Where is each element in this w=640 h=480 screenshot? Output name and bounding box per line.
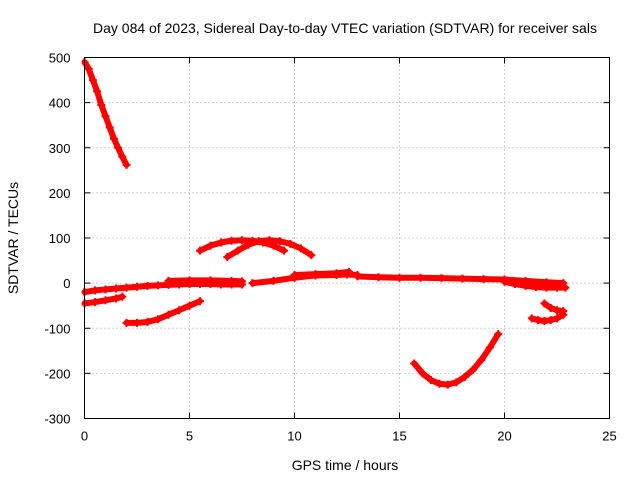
series-arc-14 xyxy=(540,299,568,316)
data-point xyxy=(118,292,127,301)
data-point xyxy=(561,283,570,292)
y-tick-label: 0 xyxy=(63,276,70,291)
x-tick-label: 15 xyxy=(392,429,406,444)
y-axis-label: SDTVAR / TECUs xyxy=(5,182,21,294)
x-tick-label: 5 xyxy=(186,429,193,444)
y-tick-label: 400 xyxy=(49,96,71,111)
series-arc-1 xyxy=(81,58,131,169)
series-arc-9 xyxy=(290,267,354,280)
data-point xyxy=(122,160,131,169)
data-point xyxy=(307,251,316,260)
grid-lines xyxy=(84,57,610,419)
y-tick-label: 100 xyxy=(49,231,71,246)
series-arc-11 xyxy=(410,330,503,389)
chart-title: Day 084 of 2023, Sidereal Day-to-day VTE… xyxy=(93,20,597,36)
data-point xyxy=(238,277,246,286)
y-tick-label: -300 xyxy=(44,412,70,427)
data-trace-segment xyxy=(297,245,315,259)
data-points xyxy=(81,58,570,389)
x-tick-label: 25 xyxy=(602,429,616,444)
data-point xyxy=(345,267,354,276)
y-tick-label: -200 xyxy=(44,366,70,381)
series-arc-5 xyxy=(164,276,246,286)
series-arc-12 xyxy=(500,277,570,292)
series-arc-4 xyxy=(122,297,204,327)
plot-frame xyxy=(84,57,610,419)
axis-ticks: 0 5 10 15 20 25 -300 -200 -100 0 100 200 300 400 500 xyxy=(44,51,616,444)
x-axis-label: GPS time / hours xyxy=(292,457,399,473)
series-arc-7 xyxy=(223,236,316,261)
data-point xyxy=(494,330,503,339)
x-tick-label: 0 xyxy=(81,429,88,444)
data-point xyxy=(196,297,204,306)
series-arc-13 xyxy=(527,310,568,326)
y-tick-label: 300 xyxy=(49,141,71,156)
y-tick-label: 200 xyxy=(49,186,71,201)
series-arc-3 xyxy=(81,292,127,308)
data-point xyxy=(559,307,568,316)
x-tick-label: 20 xyxy=(497,429,511,444)
y-tick-label: -100 xyxy=(44,321,70,336)
data-point xyxy=(280,246,288,255)
y-tick-label: 500 xyxy=(49,51,71,66)
x-tick-label: 10 xyxy=(287,429,301,444)
data-trace-segment xyxy=(486,331,502,351)
